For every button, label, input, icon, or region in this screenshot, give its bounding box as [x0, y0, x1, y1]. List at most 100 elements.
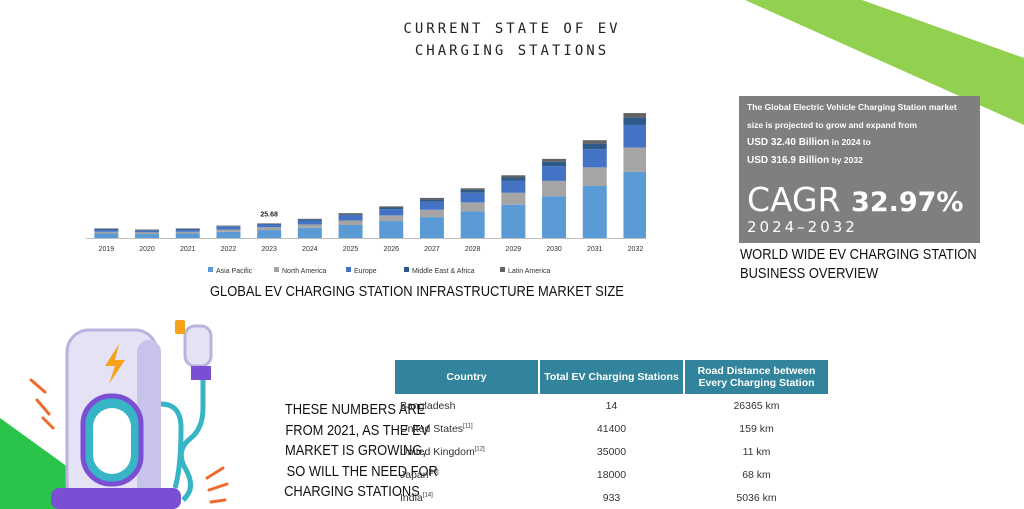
bar-segment [379, 215, 404, 222]
bar-segment [175, 228, 200, 229]
country-ref: [13] [428, 469, 439, 475]
x-tick-label: 2022 [221, 246, 237, 253]
x-tick-label: 2021 [180, 246, 196, 253]
bar-segment [379, 207, 404, 210]
x-tick-label: 2027 [424, 246, 440, 253]
bar-segment [257, 223, 282, 224]
bar-segment [297, 220, 322, 225]
charging-station-table: Country Total EV Charging Stations Road … [395, 360, 830, 509]
bar-segment [135, 234, 160, 238]
legend-label: North America [282, 268, 326, 275]
legend-label: Asia Pacific [216, 268, 253, 275]
charging-cable-icon [178, 380, 206, 502]
bar-segment [94, 229, 119, 232]
slide-title-line1: CURRENT STATE OF EV [403, 21, 621, 37]
bar-segment [582, 167, 607, 186]
bar-segment [338, 214, 363, 216]
bar-segment [419, 201, 444, 210]
info-line-1: The Global Electric Vehicle Charging Sta… [747, 102, 957, 112]
note-line3: MARKET IS GROWING, [284, 442, 426, 459]
bar-segment [542, 196, 567, 238]
bar-segment [623, 117, 646, 125]
bar-segment [94, 228, 119, 230]
x-tick-label: 2029 [506, 246, 522, 253]
bar-segment [419, 199, 444, 202]
bar-segment [460, 189, 485, 193]
box-caption: WORLD WIDE EV CHARGING STATION BUSINESS … [740, 245, 977, 283]
stations-cell: 18000 [539, 463, 685, 486]
bar-segment [379, 206, 404, 208]
legend-swatch [274, 267, 279, 272]
country-name: India [400, 491, 423, 504]
ev-charger-illustration [29, 320, 229, 509]
slide-title-line2: CHARGING STATIONS [414, 43, 610, 59]
bar-segment [582, 149, 607, 168]
info-line-2: size is projected to grow and expand fro… [747, 120, 918, 130]
cable-loop-icon [160, 401, 184, 489]
stations-cell: 41400 [539, 417, 685, 440]
header-country: Country [395, 360, 540, 394]
bar-segment [419, 209, 444, 218]
country-name: Japan [400, 468, 429, 481]
x-tick-label: 2020 [139, 246, 155, 253]
stations-cell: 14 [539, 394, 685, 417]
bar-segment [501, 175, 526, 178]
table-row: Japan[13] 18000 68 km [395, 463, 830, 486]
chart-caption: GLOBAL EV CHARGING STATION INFRASTRUCTUR… [210, 283, 624, 300]
cagr-label: CAGR 32.97% [747, 180, 964, 219]
table-row: United Kingdom[12] 35000 11 km [395, 440, 830, 463]
country-cell: Japan[13] [395, 463, 540, 486]
cagr-text: CAGR [747, 180, 852, 219]
stations-cell: 35000 [539, 440, 685, 463]
x-tick-label: 2019 [99, 246, 115, 253]
x-tick-label: 2028 [465, 246, 481, 253]
spark-lines-icon [29, 378, 229, 504]
bar-segment [542, 166, 567, 181]
data-label: 25.68 [260, 211, 278, 218]
x-tick-label: 2031 [587, 246, 603, 253]
x-tick-label: 2026 [383, 246, 399, 253]
x-tick-label: 2023 [261, 246, 277, 253]
market-size-chart: 2019 2020 2021 2022 2023 25.68 2024 2025 2026 202… [86, 113, 646, 275]
bar-segment [257, 230, 282, 238]
bar-segment [135, 232, 160, 235]
note-line1: THESE NUMBERS ARE [284, 401, 426, 418]
header-road-distance: Road Distance between Every Charging Sta… [684, 360, 830, 394]
bar-segment [623, 147, 646, 172]
bar-segment [297, 224, 322, 228]
x-tick-label: 2025 [343, 246, 359, 253]
cagr-value: 32.97% [851, 187, 964, 218]
country-cell: United States[11] [395, 417, 540, 440]
country-cell: United Kingdom[12] [395, 440, 540, 463]
table-row: United States[11] 41400 159 km [395, 417, 830, 440]
distance-cell: 159 km [684, 417, 830, 440]
bar-segment [257, 223, 282, 225]
bar-segment [297, 219, 322, 221]
bar-segment [297, 227, 322, 238]
green-stripe-top-right [745, 0, 1024, 125]
bar-segment [257, 227, 282, 231]
x-tick-label: 2024 [302, 246, 318, 253]
box-caption-line1: WORLD WIDE EV CHARGING STATION [740, 246, 977, 263]
stations-cell: 933 [539, 486, 685, 509]
country-name: Bangladesh [400, 399, 456, 412]
info-value-2032: USD 316.9 Billion [747, 155, 830, 166]
bar-segment [338, 225, 363, 238]
bar-segment [216, 225, 241, 227]
table-header-row: Country Total EV Charging Stations Road … [395, 360, 830, 394]
bar-segment [501, 204, 526, 238]
bar-segment [460, 211, 485, 238]
bar-segment [94, 231, 119, 234]
bar-segment [175, 228, 200, 230]
bar-segment [338, 215, 363, 221]
distance-cell: 26365 km [684, 394, 830, 417]
bar-segment [94, 233, 119, 238]
bar-segment [216, 229, 241, 232]
distance-cell: 68 km [684, 463, 830, 486]
info-value-2024: USD 32.40 Billion [747, 137, 830, 148]
legend-label: Latin America [508, 268, 551, 275]
country-ref: [11] [463, 423, 473, 429]
country-name: United Kingdom [400, 445, 475, 458]
legend-label: Europe [354, 268, 377, 275]
bar-segment [257, 224, 282, 228]
